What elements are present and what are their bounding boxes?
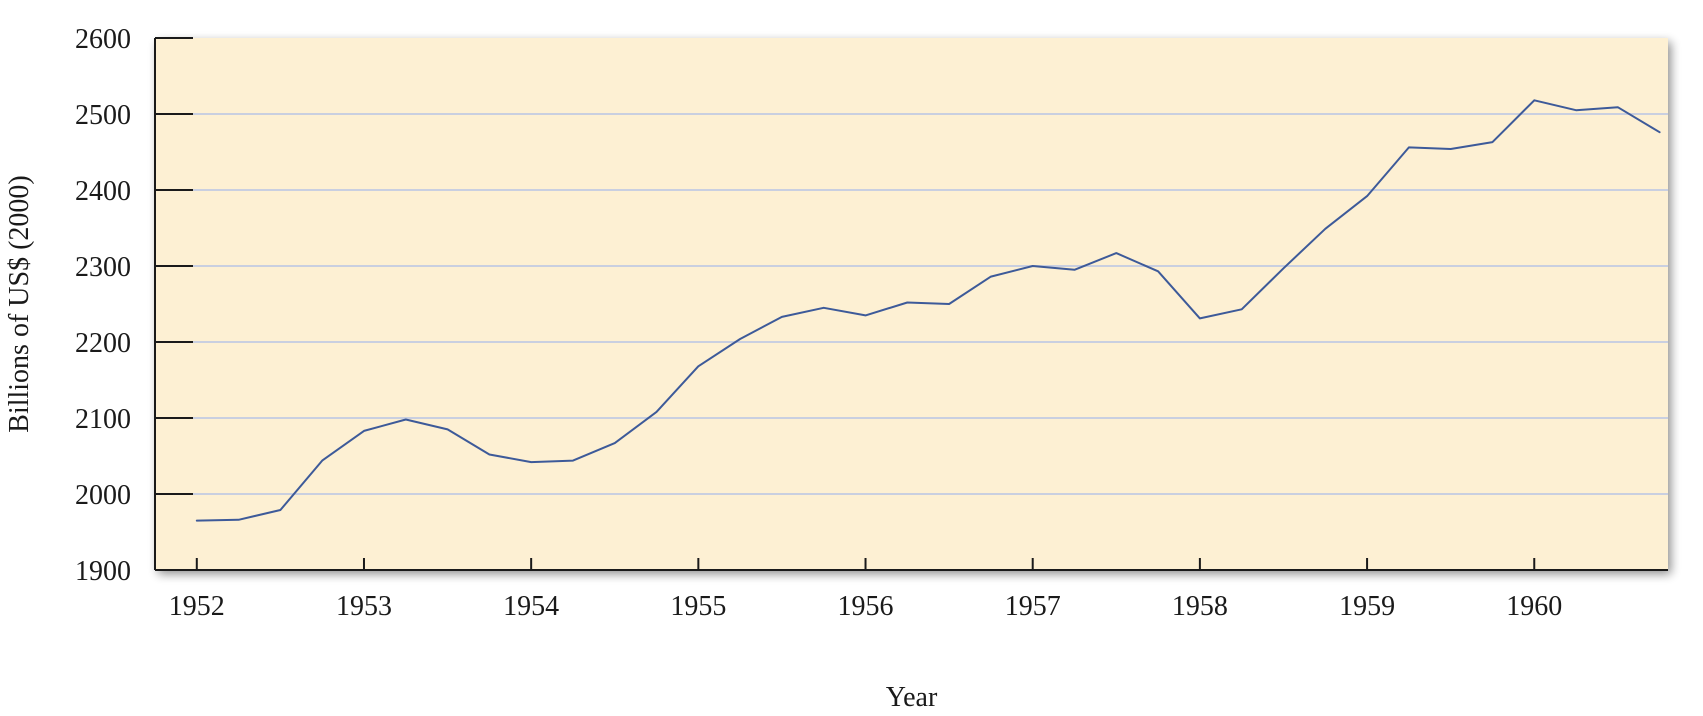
x-tick-label: 1960 bbox=[1506, 591, 1562, 622]
x-tick-label: 1956 bbox=[838, 591, 894, 622]
y-axis-title: Billions of US$ (2000) bbox=[4, 175, 35, 432]
x-tick-label: 1953 bbox=[336, 591, 392, 622]
y-tick-label: 2200 bbox=[75, 328, 131, 359]
x-tick-label: 1952 bbox=[169, 591, 225, 622]
x-tick-label: 1958 bbox=[1172, 591, 1228, 622]
y-tick-label: 2500 bbox=[75, 100, 131, 131]
x-tick-label: 1959 bbox=[1339, 591, 1395, 622]
y-tick-label: 2100 bbox=[75, 404, 131, 435]
y-tick-label: 2000 bbox=[75, 480, 131, 511]
plot-area bbox=[155, 38, 1668, 570]
y-tick-label: 2600 bbox=[75, 24, 131, 55]
x-tick-label: 1955 bbox=[670, 591, 726, 622]
y-tick-label: 2400 bbox=[75, 176, 131, 207]
series-line-0 bbox=[195, 99, 1661, 522]
x-axis-title: Year bbox=[886, 682, 938, 713]
y-tick-label: 2300 bbox=[75, 252, 131, 283]
y-tick-label: 1900 bbox=[75, 556, 131, 587]
x-tick-label: 1957 bbox=[1005, 591, 1061, 622]
x-tick-label: 1954 bbox=[503, 591, 559, 622]
